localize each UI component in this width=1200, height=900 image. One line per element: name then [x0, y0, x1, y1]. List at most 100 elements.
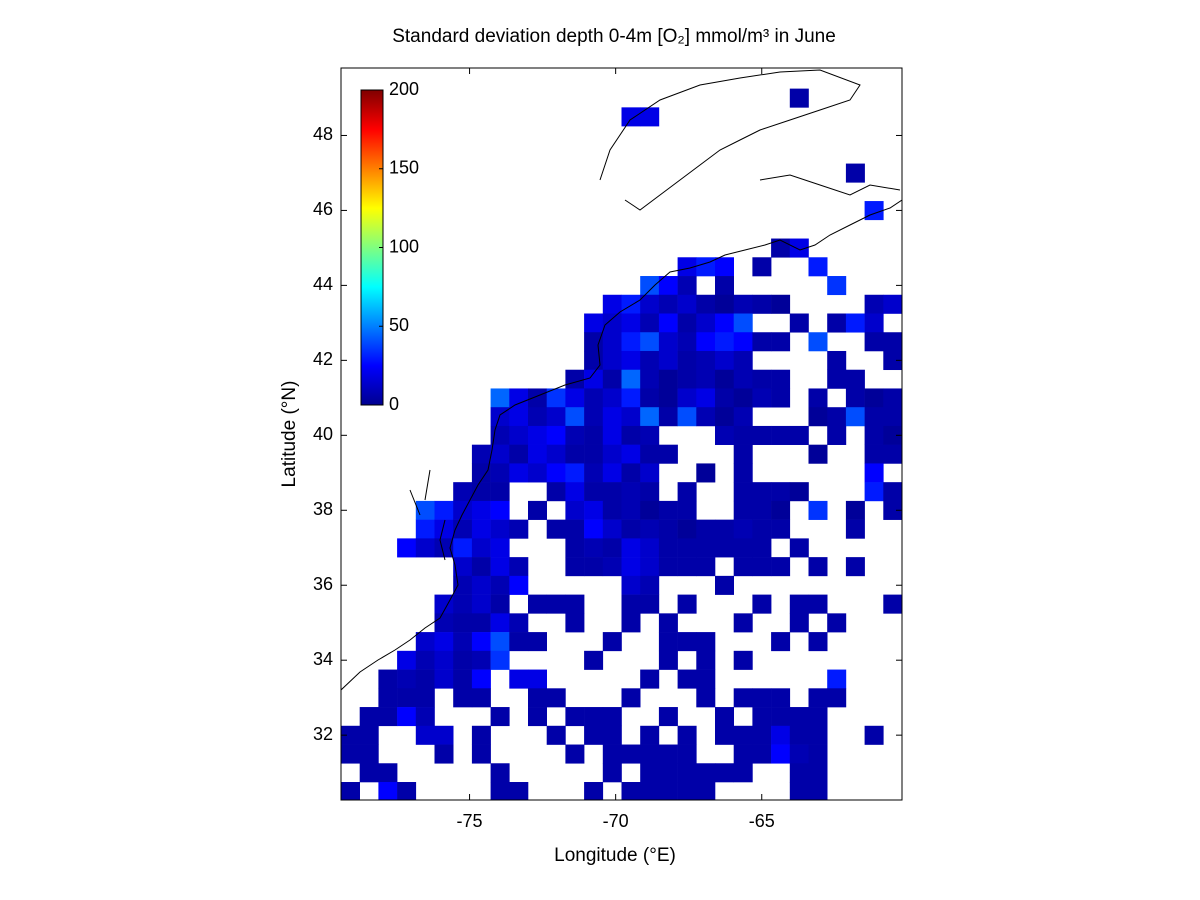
cell	[733, 294, 753, 314]
cell	[715, 257, 734, 277]
cell	[621, 107, 641, 127]
cell	[490, 557, 510, 577]
cell	[752, 725, 772, 745]
cell	[677, 500, 697, 520]
cell	[733, 519, 753, 539]
cell	[471, 632, 491, 652]
cell	[415, 519, 435, 539]
cell	[640, 407, 660, 427]
cell	[471, 613, 491, 633]
cell	[658, 613, 678, 633]
cell	[453, 613, 473, 633]
cell	[528, 632, 547, 652]
cell	[471, 725, 491, 745]
cell	[715, 575, 734, 595]
cell	[546, 388, 566, 408]
cell	[677, 725, 697, 745]
cell	[490, 388, 510, 408]
cell	[565, 519, 585, 539]
cell	[715, 407, 734, 427]
cell	[752, 707, 772, 727]
cell	[789, 238, 809, 258]
cell	[640, 557, 660, 577]
cell	[528, 688, 547, 708]
cell	[621, 538, 641, 558]
cell	[415, 538, 435, 558]
cell	[584, 369, 604, 389]
cell	[771, 369, 791, 389]
cell	[808, 744, 828, 764]
cell	[397, 650, 417, 670]
y-tick-label: 34	[313, 649, 333, 669]
cell	[546, 482, 566, 502]
cell	[471, 594, 491, 614]
cell	[658, 519, 678, 539]
cell	[808, 725, 828, 745]
cell	[415, 688, 435, 708]
cell	[453, 632, 473, 652]
cell	[453, 557, 473, 577]
cell	[808, 594, 828, 614]
cell	[602, 538, 622, 558]
cell	[808, 332, 828, 352]
cell	[771, 482, 791, 502]
cell	[864, 444, 884, 464]
cell	[808, 632, 828, 652]
cell	[415, 650, 435, 670]
cell	[677, 294, 697, 314]
cell	[864, 425, 884, 445]
cell	[341, 782, 360, 800]
cell	[378, 669, 398, 689]
cell	[471, 444, 491, 464]
cell	[845, 500, 865, 520]
cell	[715, 388, 734, 408]
cell	[752, 500, 772, 520]
cell	[359, 763, 379, 783]
cell	[827, 407, 847, 427]
cell	[640, 763, 660, 783]
cell	[771, 332, 791, 352]
cell	[602, 557, 622, 577]
cell	[771, 744, 791, 764]
cell	[528, 707, 547, 727]
coastline	[341, 69, 902, 691]
cell	[490, 444, 510, 464]
cell	[808, 763, 828, 783]
cell	[733, 463, 753, 483]
cell	[434, 538, 454, 558]
cell	[397, 538, 417, 558]
cell	[677, 632, 697, 652]
cell	[864, 407, 884, 427]
cell	[789, 613, 809, 633]
cell	[471, 557, 491, 577]
cell	[509, 557, 529, 577]
cell	[546, 594, 566, 614]
cell	[471, 519, 491, 539]
cell	[490, 594, 510, 614]
cell	[658, 332, 678, 352]
cell	[509, 632, 529, 652]
cell	[602, 332, 622, 352]
cell	[658, 444, 678, 464]
cell	[397, 707, 417, 727]
cell	[359, 707, 379, 727]
cell	[565, 444, 585, 464]
cell	[565, 463, 585, 483]
cell	[715, 332, 734, 352]
cell	[864, 201, 884, 221]
cell	[565, 557, 585, 577]
cell	[658, 500, 678, 520]
cell	[658, 276, 678, 296]
cell	[471, 500, 491, 520]
cell	[453, 650, 473, 670]
y-tick-label: 32	[313, 724, 333, 744]
cell	[789, 425, 809, 445]
y-tick-label: 48	[313, 124, 333, 144]
cell	[789, 744, 809, 764]
cell	[733, 538, 753, 558]
cell	[789, 763, 809, 783]
cell	[845, 388, 865, 408]
cell	[883, 425, 902, 445]
cell	[696, 763, 716, 783]
cell	[621, 425, 641, 445]
